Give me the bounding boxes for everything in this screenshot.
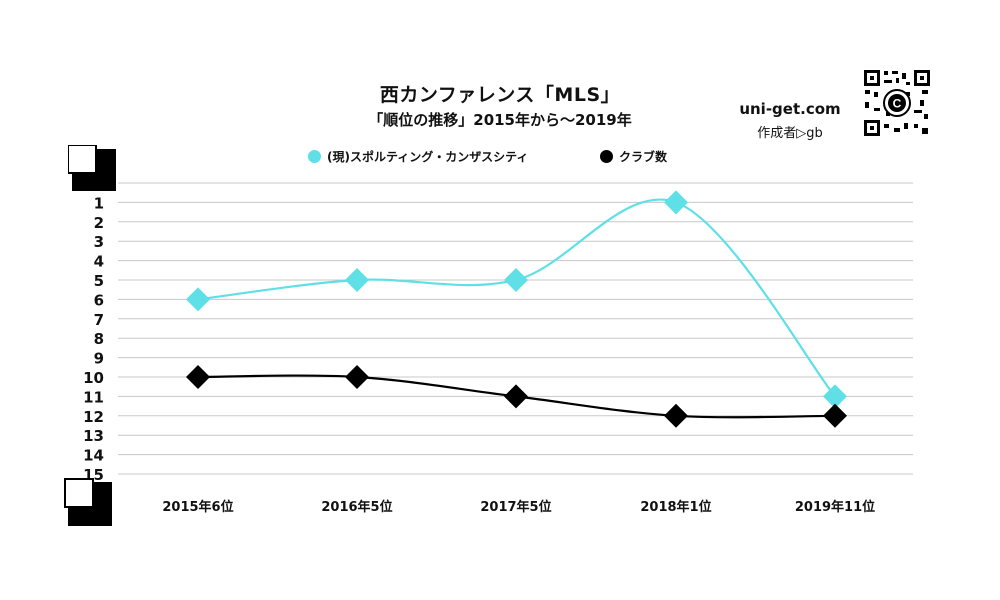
y-tick-label: 7 [94, 311, 104, 329]
author-credit: 作成者▷gb [757, 126, 823, 141]
x-tick-label: 2019年11位 [795, 499, 875, 515]
legend: (現)スポルティング・カンザスシティ クラブ数 [0, 148, 1000, 168]
x-tick-label: 2016年5位 [321, 499, 392, 515]
grid [118, 182, 913, 475]
y-tick-label: 6 [94, 291, 104, 309]
legend-item-team: (現)スポルティング・カンザスシティ [308, 148, 528, 165]
legend-clubs-label: クラブ数 [619, 150, 668, 164]
data-point-1 [823, 403, 847, 428]
y-tick-label: 9 [94, 350, 104, 368]
y-tick-label: 1 [94, 194, 104, 212]
legend-team-label: (現)スポルティング・カンザスシティ [327, 150, 529, 164]
y-tick-label: 8 [94, 330, 104, 348]
chart-subtitle: 「順位の推移」2015年から～2019年 [368, 111, 632, 129]
data-point-1 [345, 365, 369, 389]
x-tick-label: 2017年5位 [480, 499, 551, 515]
chart-title: 西カンファレンス「MLS」 [379, 84, 621, 106]
data-point-1 [186, 365, 210, 389]
x-axis-ticks: 2015年6位 2016年5位 2017年5位 2018年1位 2019年11位 [162, 499, 875, 515]
qr-code-icon: C [862, 68, 932, 138]
data-point-0 [504, 268, 528, 292]
y-tick-label: 10 [83, 369, 104, 387]
legend-team-marker-icon [308, 150, 321, 163]
y-tick-label: 4 [94, 253, 104, 271]
corner-block-top-icon [68, 145, 116, 191]
data-point-1 [664, 403, 688, 428]
data-point-0 [664, 190, 688, 215]
x-tick-label: 2018年1位 [640, 499, 711, 515]
legend-item-clubs: クラブ数 [600, 148, 667, 165]
series-lines [197, 198, 836, 419]
y-tick-label: 14 [83, 447, 104, 465]
corner-block-bottom-icon [64, 478, 112, 526]
series-line-0 [197, 198, 836, 398]
data-point-0 [345, 268, 369, 292]
y-tick-label: 3 [94, 233, 104, 251]
y-tick-label: 5 [94, 272, 104, 290]
y-tick-label: 2 [94, 214, 104, 232]
data-point-1 [504, 384, 528, 409]
y-tick-label: 11 [83, 388, 104, 406]
svg-text:C: C [893, 97, 902, 111]
y-tick-label: 12 [83, 408, 104, 426]
legend-clubs-marker-icon [600, 150, 613, 163]
data-point-0 [823, 384, 847, 409]
data-point-0 [186, 287, 210, 312]
series-markers [186, 190, 847, 428]
site-name: uni-get.com [739, 100, 841, 118]
y-tick-label: 13 [83, 427, 104, 445]
x-tick-label: 2015年6位 [162, 499, 233, 515]
